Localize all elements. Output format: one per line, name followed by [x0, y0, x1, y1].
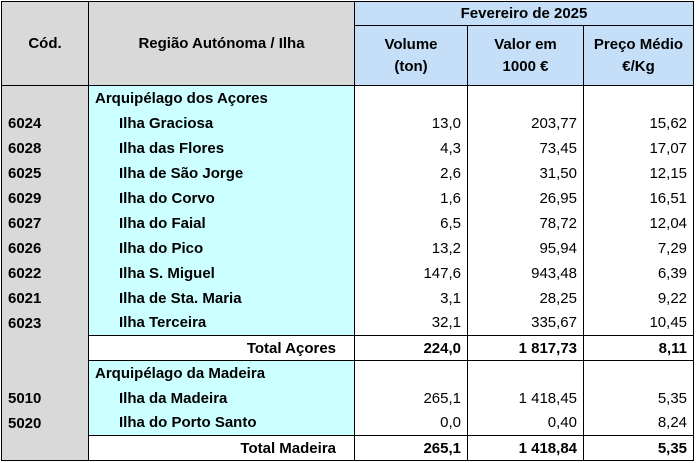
volume-value: 147,6 — [354, 260, 468, 286]
island-name: Ilha do Pico — [88, 235, 355, 261]
region-code: 6025 — [1, 160, 89, 186]
value-value: 31,50 — [467, 160, 584, 186]
table-row: 6021 Ilha de Sta. Maria 3,1 28,25 9,22 — [1, 285, 695, 311]
value-value: 28,25 — [467, 285, 584, 311]
section-title-madeira: Arquipélago da Madeira — [88, 360, 355, 386]
volume-value: 2,6 — [354, 160, 468, 186]
volume-value: 265,1 — [354, 385, 468, 411]
price-value: 5,35 — [583, 385, 695, 411]
total-label: Total Madeira — [88, 435, 355, 461]
volume-value: 13,2 — [354, 235, 468, 261]
header-price: Preço Médio €/Kg — [583, 25, 695, 86]
table-row: 6028 Ilha das Flores 4,3 73,45 17,07 — [1, 135, 695, 161]
value-value: 26,95 — [467, 185, 584, 211]
value-value: 0,40 — [467, 410, 584, 436]
value-value: 1 418,45 — [467, 385, 584, 411]
table-row: 6024 Ilha Graciosa 13,0 203,77 15,62 — [1, 110, 695, 136]
volume-value: 13,0 — [354, 110, 468, 136]
header-region: Região Autónoma / Ilha — [88, 1, 355, 86]
island-name: Ilha do Corvo — [88, 185, 355, 211]
volume-value: 3,1 — [354, 285, 468, 311]
region-code: 6021 — [1, 285, 89, 311]
value-value: 95,94 — [467, 235, 584, 261]
price-value: 17,07 — [583, 135, 695, 161]
volume-value: 6,5 — [354, 210, 468, 236]
price-value: 16,51 — [583, 185, 695, 211]
table-row: 6025 Ilha de São Jorge 2,6 31,50 12,15 — [1, 160, 695, 186]
table-row: 6029 Ilha do Corvo 1,6 26,95 16,51 — [1, 185, 695, 211]
header-value: Valor em 1000 € — [467, 25, 584, 86]
price-value: 10,45 — [583, 310, 695, 336]
region-code: 5010 — [1, 385, 89, 411]
total-value: 1 418,84 — [467, 435, 584, 461]
value-value: 943,48 — [467, 260, 584, 286]
region-code: 6029 — [1, 185, 89, 211]
price-value: 12,04 — [583, 210, 695, 236]
price-value: 9,22 — [583, 285, 695, 311]
total-value: 1 817,73 — [467, 335, 584, 361]
total-volume: 265,1 — [354, 435, 468, 461]
total-volume: 224,0 — [354, 335, 468, 361]
island-name: Ilha das Flores — [88, 135, 355, 161]
total-price: 5,35 — [583, 435, 695, 461]
price-value: 7,29 — [583, 235, 695, 261]
price-value: 15,62 — [583, 110, 695, 136]
value-value: 335,67 — [467, 310, 584, 336]
table-row: 6027 Ilha do Faial 6,5 78,72 12,04 — [1, 210, 695, 236]
value-value: 73,45 — [467, 135, 584, 161]
section-code-cell — [1, 85, 89, 111]
island-name: Ilha do Faial — [88, 210, 355, 236]
region-code: 6024 — [1, 110, 89, 136]
island-name: Ilha da Madeira — [88, 385, 355, 411]
total-price: 8,11 — [583, 335, 695, 361]
region-code: 6023 — [1, 310, 89, 336]
value-value: 78,72 — [467, 210, 584, 236]
header-volume: Volume (ton) — [354, 25, 468, 86]
table-row: 5010 Ilha da Madeira 265,1 1 418,45 5,35 — [1, 385, 695, 411]
volume-value: 32,1 — [354, 310, 468, 336]
total-row: Total Açores 224,0 1 817,73 8,11 — [1, 335, 695, 361]
table-row: 6026 Ilha do Pico 13,2 95,94 7,29 — [1, 235, 695, 261]
island-name: Ilha S. Miguel — [88, 260, 355, 286]
price-value: 8,24 — [583, 410, 695, 436]
table-row: 5020 Ilha do Porto Santo 0,0 0,40 8,24 — [1, 410, 695, 436]
price-value: 6,39 — [583, 260, 695, 286]
total-label: Total Açores — [88, 335, 355, 361]
header-period: Fevereiro de 2025 — [354, 1, 695, 26]
island-name: Ilha do Porto Santo — [88, 410, 355, 436]
price-value: 12,15 — [583, 160, 695, 186]
region-code: 6026 — [1, 235, 89, 261]
total-row: Total Madeira 265,1 1 418,84 5,35 — [1, 435, 695, 461]
island-name: Ilha de Sta. Maria — [88, 285, 355, 311]
region-code: 6028 — [1, 135, 89, 161]
island-name: Ilha de São Jorge — [88, 160, 355, 186]
section-title-acores: Arquipélago dos Açores — [88, 85, 355, 111]
region-code: 6027 — [1, 210, 89, 236]
island-name: Ilha Graciosa — [88, 110, 355, 136]
table-row: 6023 Ilha Terceira 32,1 335,67 10,45 — [1, 310, 695, 336]
volume-value: 0,0 — [354, 410, 468, 436]
header-code: Cód. — [1, 1, 89, 86]
region-code: 6022 — [1, 260, 89, 286]
island-name: Ilha Terceira — [88, 310, 355, 336]
volume-value: 1,6 — [354, 185, 468, 211]
region-code: 5020 — [1, 410, 89, 436]
value-value: 203,77 — [467, 110, 584, 136]
table-row: 6022 Ilha S. Miguel 147,6 943,48 6,39 — [1, 260, 695, 286]
volume-value: 4,3 — [354, 135, 468, 161]
